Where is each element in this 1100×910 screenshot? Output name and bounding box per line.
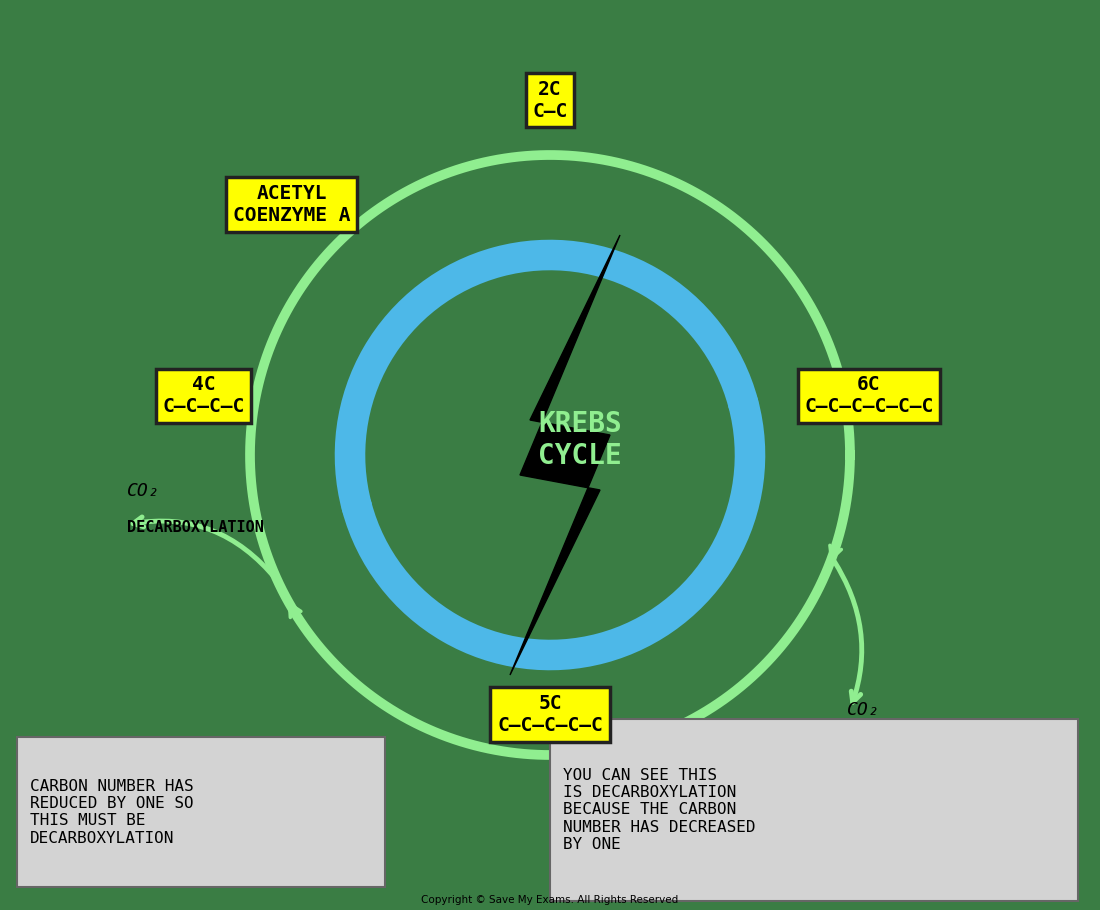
FancyBboxPatch shape — [550, 719, 1078, 901]
FancyBboxPatch shape — [16, 737, 385, 887]
Text: 5C
C–C–C–C–C: 5C C–C–C–C–C — [497, 693, 603, 735]
Text: 6C
C–C–C–C–C–C: 6C C–C–C–C–C–C — [804, 375, 934, 417]
Text: DECARBOXYLATION: DECARBOXYLATION — [126, 521, 263, 535]
Text: KREBS
CYCLE: KREBS CYCLE — [538, 410, 621, 470]
Text: DECARBOXYLATION: DECARBOXYLATION — [847, 739, 983, 753]
Text: CARBON NUMBER HAS
REDUCED BY ONE SO
THIS MUST BE
DECARBOXYLATION: CARBON NUMBER HAS REDUCED BY ONE SO THIS… — [30, 779, 194, 845]
Text: Copyright © Save My Exams. All Rights Reserved: Copyright © Save My Exams. All Rights Re… — [421, 895, 679, 905]
Text: CO₂: CO₂ — [847, 701, 880, 719]
Text: CO₂: CO₂ — [126, 482, 160, 500]
Text: 2C
C–C: 2C C–C — [532, 79, 568, 121]
Text: ACETYL
COENZYME A: ACETYL COENZYME A — [233, 184, 350, 226]
Text: 4C
C–C–C–C: 4C C–C–C–C — [163, 375, 244, 417]
Polygon shape — [510, 235, 620, 675]
Text: YOU CAN SEE THIS
IS DECARBOXYLATION
BECAUSE THE CARBON
NUMBER HAS DECREASED
BY O: YOU CAN SEE THIS IS DECARBOXYLATION BECA… — [563, 768, 756, 852]
